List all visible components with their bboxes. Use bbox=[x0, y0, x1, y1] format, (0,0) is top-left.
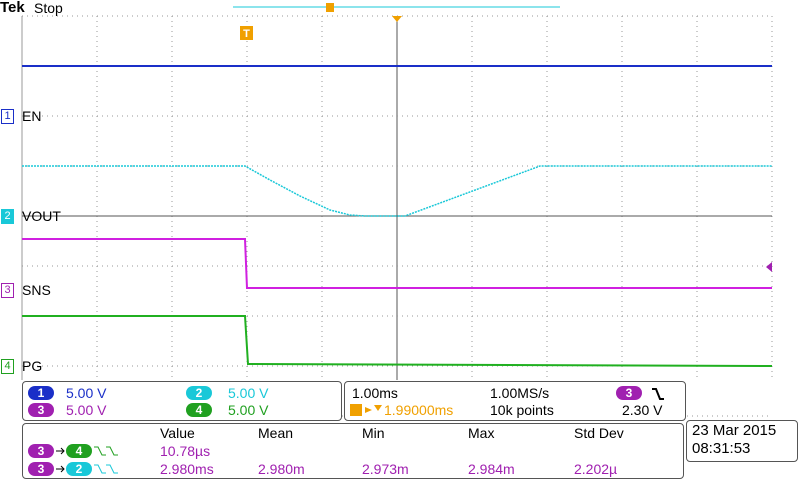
ch-badge: 4 bbox=[186, 403, 212, 417]
ch3-trace bbox=[22, 238, 772, 289]
trigger-marker-icon: T bbox=[243, 28, 250, 40]
channel-label: PG bbox=[22, 358, 43, 374]
ch4-trace bbox=[22, 315, 773, 367]
measurement-header: Value bbox=[160, 425, 195, 441]
brand: Tek bbox=[0, 0, 25, 16]
measurement-header: Max bbox=[468, 425, 495, 441]
measurement-value: 2.980ms bbox=[160, 461, 214, 477]
trigger-source: 3 bbox=[616, 386, 642, 400]
trigger-position bbox=[392, 16, 402, 22]
ch-scale: 5.00 V bbox=[66, 402, 107, 418]
channel-label: SNS bbox=[22, 282, 51, 298]
channel-marker: 1 bbox=[1, 109, 14, 124]
channel-label: VOUT bbox=[22, 208, 61, 224]
meas-target: 2 bbox=[66, 462, 92, 476]
sample-rate: 1.00MS/s bbox=[490, 385, 550, 401]
grid bbox=[21, 15, 773, 417]
record-length: 10k points bbox=[490, 402, 554, 418]
status: Stop bbox=[34, 0, 63, 16]
measurement-header: Std Dev bbox=[574, 425, 624, 441]
ch2-trace bbox=[22, 165, 772, 217]
measurement-value: 10.78µs bbox=[160, 443, 211, 459]
measurement-header: Min bbox=[362, 425, 385, 441]
ch-scale: 5.00 V bbox=[228, 402, 269, 418]
measurement-value: 2.980m bbox=[258, 461, 305, 477]
trigger-position: 1.99000ms bbox=[384, 402, 454, 418]
channel-marker: 3 bbox=[1, 283, 14, 298]
trigger-level-marker bbox=[766, 262, 772, 272]
time: 08:31:53 bbox=[692, 440, 751, 457]
trigger-level: 2.30 V bbox=[622, 402, 663, 418]
channel-scale-panel bbox=[22, 381, 342, 421]
meas-target: 4 bbox=[66, 444, 92, 458]
ch-badge: 2 bbox=[186, 386, 212, 400]
datetime-panel bbox=[686, 420, 798, 462]
ch-badge: 3 bbox=[28, 403, 54, 417]
channel-marker: 2 bbox=[1, 209, 14, 224]
meas-source: 3 bbox=[28, 462, 54, 476]
date: 23 Mar 2015 bbox=[692, 422, 777, 439]
channel-marker: 4 bbox=[1, 359, 14, 374]
meas-source: 3 bbox=[28, 444, 54, 458]
measurement-value: 2.984m bbox=[468, 461, 515, 477]
record-marker bbox=[326, 3, 334, 12]
measurement-header: Mean bbox=[258, 425, 294, 441]
trigger-marker bbox=[240, 26, 253, 40]
ch-scale: 5.00 V bbox=[228, 385, 269, 401]
measurement-panel bbox=[22, 423, 684, 479]
ch-badge: 1 bbox=[28, 386, 54, 400]
measurement-value: 2.973m bbox=[362, 461, 409, 477]
time-scale: 1.00ms bbox=[352, 385, 398, 401]
measurement-value: 2.202µ bbox=[574, 461, 618, 477]
ch-scale: 5.00 V bbox=[66, 385, 107, 401]
channel-label: EN bbox=[22, 108, 42, 124]
